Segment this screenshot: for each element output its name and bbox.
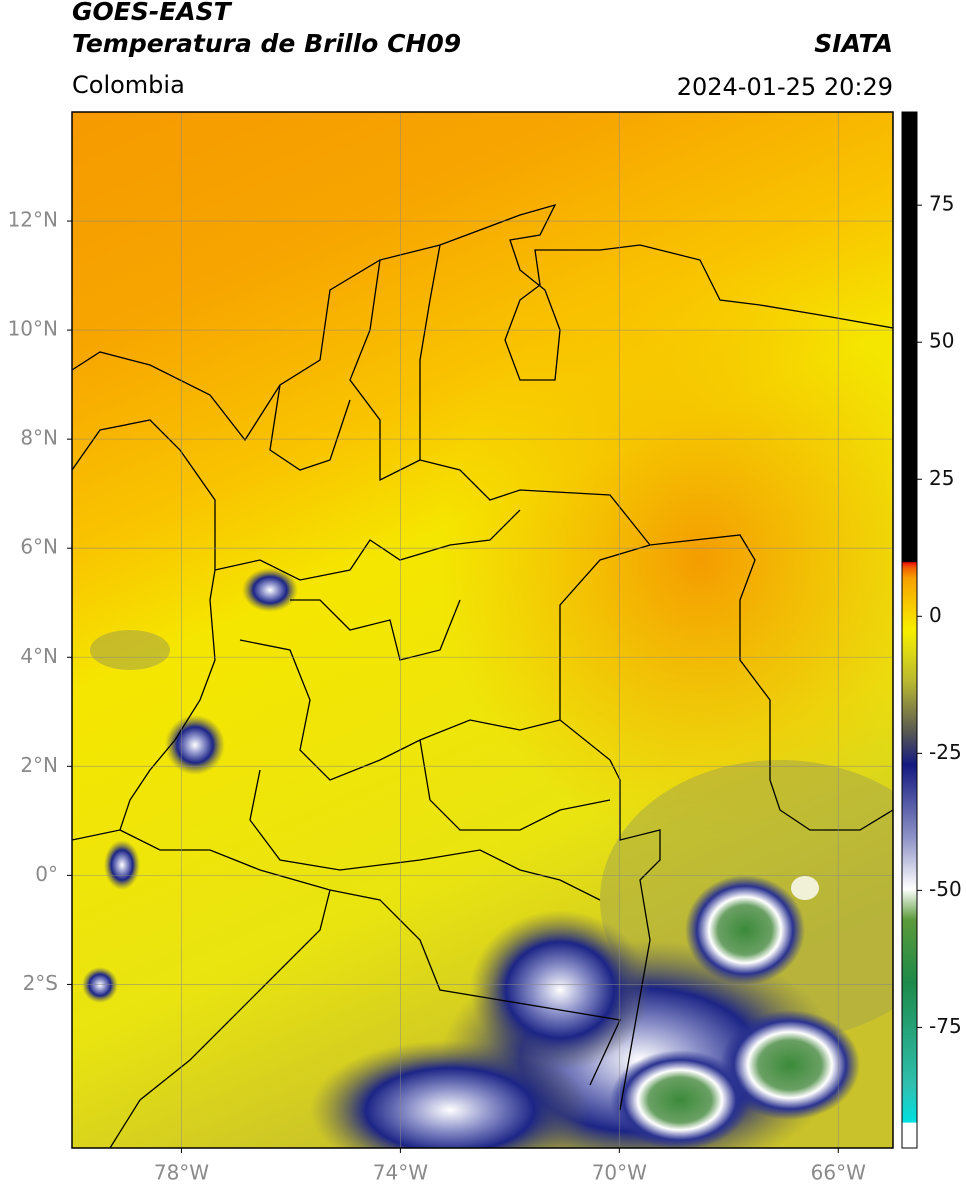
map-image: [72, 112, 893, 1148]
datetime: 2024-01-25 20:29: [677, 73, 893, 101]
y-tick-label: 10°N: [8, 317, 58, 341]
source: SIATA: [814, 29, 893, 58]
y-tick-label: 12°N: [8, 208, 58, 232]
colorbar-tick-label: 75: [929, 192, 954, 216]
title: GOES-EAST: [72, 0, 233, 26]
y-tick-label: 0°: [35, 862, 58, 886]
grid: [72, 112, 893, 1148]
region: Colombia: [72, 71, 185, 99]
y-tick-label: 2°N: [20, 753, 58, 777]
x-tick-label: 66°W: [811, 1161, 866, 1185]
colorbar-tick-label: -75: [929, 1014, 962, 1038]
colorbar: [901, 111, 918, 1149]
x-tick-label: 70°W: [592, 1161, 647, 1185]
colorbar-tick-label: 25: [929, 466, 954, 490]
colorbar-tick-label: 50: [929, 329, 954, 353]
y-tick-label: 2°S: [23, 971, 58, 995]
y-tick-label: 8°N: [20, 426, 58, 450]
subtitle: Temperatura de Brillo CH09: [72, 29, 461, 58]
x-tick-label: 78°W: [154, 1161, 209, 1185]
colorbar-tick-label: 0: [929, 603, 942, 627]
map-frame: [71, 111, 894, 1149]
x-tick-label: 74°W: [373, 1161, 428, 1185]
colorbar-tick-label: -25: [929, 740, 962, 764]
y-tick-label: 4°N: [20, 644, 58, 668]
colorbar-tick-label: -50: [929, 877, 962, 901]
y-tick-label: 6°N: [20, 535, 58, 559]
